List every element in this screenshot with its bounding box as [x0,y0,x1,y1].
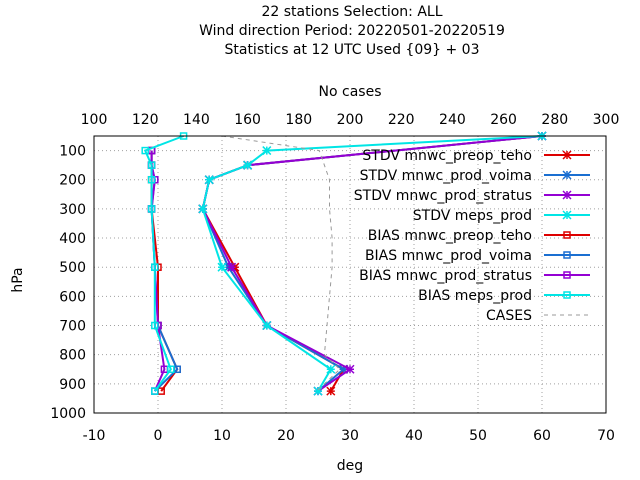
square-marker [147,205,156,213]
star-marker [313,386,323,396]
square-marker [563,251,571,259]
series-line [221,135,341,392]
y-axis-label: hPa [10,267,26,292]
y-tick-label: 1000 [50,406,86,422]
star-marker [262,146,272,156]
y-tick-label: 200 [59,173,86,189]
square-marker [563,271,571,279]
x2-tick-label: 120 [132,112,159,128]
legend-entry: BIAS mnwc_prod_stratus [359,268,590,284]
x-tick-label: 60 [533,428,551,444]
legend-label: BIAS mnwc_prod_stratus [359,268,532,284]
x-tick-label: 50 [469,428,487,444]
star-marker [562,170,572,180]
chart-title-line-2: Wind direction Period: 20220501-20220519 [199,23,505,39]
x-tick-label: 30 [341,428,359,444]
y-tick-label: 600 [59,289,86,305]
series-line [143,135,184,392]
legend-entry: BIAS mnwc_prod_voima [365,248,590,264]
y-tick-label: 700 [59,319,86,335]
x-tick-label: 10 [213,428,231,444]
star-marker [243,160,253,170]
x-tick-label: 20 [277,428,295,444]
star-marker [262,320,272,331]
legend-entry: BIAS mnwc_preop_teho [368,228,590,244]
x-tick-label: -10 [83,428,106,444]
x2-axis-label: No cases [319,84,382,100]
star-marker [227,262,237,272]
star-marker [345,364,355,374]
square-marker [147,161,156,169]
square-marker [563,291,571,299]
y-tick-label: 100 [59,144,86,160]
legend-label: BIAS mnwc_prod_voima [365,248,532,264]
x-tick-label: 40 [405,428,423,444]
x2-tick-label: 140 [183,112,210,128]
x2-tick-label: 160 [234,112,261,128]
legend-label: BIAS meps_prod [418,288,532,304]
star-marker [217,262,227,272]
series [221,135,341,392]
legend-entry: CASES [486,308,590,324]
star-marker [326,386,336,396]
legend-label: STDV mnwc_prod_stratus [354,188,532,204]
chart-title-line-1: 22 stations Selection: ALL [261,4,442,20]
legend-entry: STDV mnwc_prod_stratus [354,188,590,204]
legend-entry: STDV mnwc_prod_voima [360,168,590,184]
square-marker [167,365,175,374]
legend-entry: STDV mnwc_preop_teho [362,148,590,164]
square-marker [151,263,159,271]
plot-frame [93,135,607,414]
x2-tick-label: 180 [285,112,312,128]
square-marker [141,146,149,155]
star-marker [198,204,208,214]
x-tick-label: 0 [154,428,163,444]
legend-entry: BIAS meps_prod [418,288,590,304]
square-marker [563,231,571,239]
x2-tick-label: 200 [337,112,364,128]
legend: STDV mnwc_preop_teho STDV mnwc_prod_voima… [354,148,590,324]
series [198,131,547,396]
x2-tick-label: 260 [490,112,517,128]
legend-label: STDV meps_prod [413,208,532,224]
x-tick-label: 70 [597,428,615,444]
square-marker [151,321,159,330]
star-marker [562,190,572,200]
x2-tick-label: 240 [439,112,466,128]
x2-tick-label: 100 [81,112,108,128]
x2-tick-label: 220 [388,112,415,128]
legend-entry: STDV meps_prod [413,208,590,224]
x2-tick-label: 300 [593,112,620,128]
legend-label: CASES [486,308,532,324]
y-tick-label: 400 [59,231,86,247]
axis-ticks: -10 0 10 20 30 40 50 60 70 100 200 300 400 500 600 700 8… [50,112,619,444]
square-marker [147,175,156,184]
star-marker [204,175,214,185]
star-marker [562,210,572,220]
x2-tick-label: 280 [541,112,568,128]
chart-title-line-3: Statistics at 12 UTC Used {09} + 03 [224,42,479,58]
legend-label: STDV mnwc_prod_voima [360,168,532,184]
legend-label: STDV mnwc_preop_teho [362,148,532,164]
star-marker [562,150,572,160]
y-tick-label: 500 [59,260,86,276]
y-tick-label: 800 [59,348,86,364]
star-marker [326,364,336,374]
square-marker [151,387,159,395]
series [141,132,188,395]
y-tick-label: 900 [59,377,86,393]
x-axis-label: deg [337,458,363,474]
y-tick-label: 300 [59,202,86,218]
legend-label: BIAS mnwc_preop_teho [368,228,532,244]
